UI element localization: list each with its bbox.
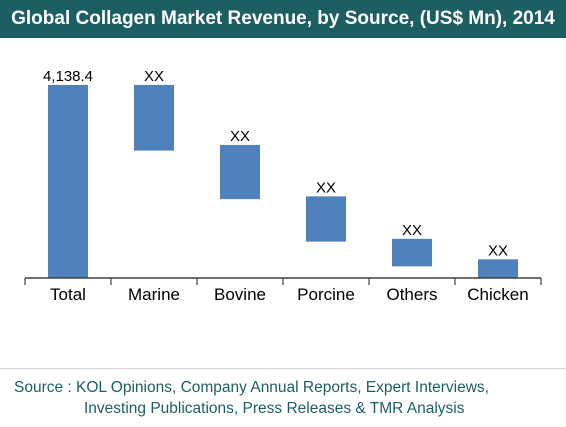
data-label-others: XX: [402, 222, 422, 239]
bar-others: [392, 238, 432, 267]
x-tick-label-others: Others: [386, 285, 437, 304]
data-label-chicken: XX: [488, 242, 508, 259]
data-label-marine: XX: [144, 68, 164, 85]
x-tick-label-chicken: Chicken: [467, 285, 528, 304]
chart-area: 4,138.4 XX XX XX XX XX Total Marine Bovine Porci…: [0, 38, 566, 368]
data-label-porcine: XX: [316, 179, 336, 196]
source-note: Source : KOL Opinions, Company Annual Re…: [14, 377, 554, 419]
chart-title: Global Collagen Market Revenue, by Sourc…: [11, 8, 555, 29]
data-label-total: 4,138.4: [43, 68, 93, 85]
bar-total: [48, 84, 88, 278]
bar-marine: [134, 84, 174, 151]
bar-porcine: [306, 196, 346, 242]
bar-chicken: [478, 259, 518, 278]
bar-bovine: [220, 144, 260, 200]
source-line-2: Investing Publications, Press Releases &…: [84, 400, 465, 417]
x-tick-label-porcine: Porcine: [297, 285, 355, 304]
x-tick-label-total: Total: [50, 285, 86, 304]
x-tick-label-marine: Marine: [128, 285, 180, 304]
waterfall-chart: 4,138.4 XX XX XX XX XX Total Marine Bovine Porci…: [24, 68, 542, 304]
title-bar: Global Collagen Market Revenue, by Sourc…: [0, 0, 566, 38]
source-line-1: Source : KOL Opinions, Company Annual Re…: [14, 379, 489, 396]
data-label-bovine: XX: [230, 128, 250, 145]
x-tick-label-bovine: Bovine: [214, 285, 266, 304]
source-footer: Source : KOL Opinions, Company Annual Re…: [0, 368, 566, 427]
